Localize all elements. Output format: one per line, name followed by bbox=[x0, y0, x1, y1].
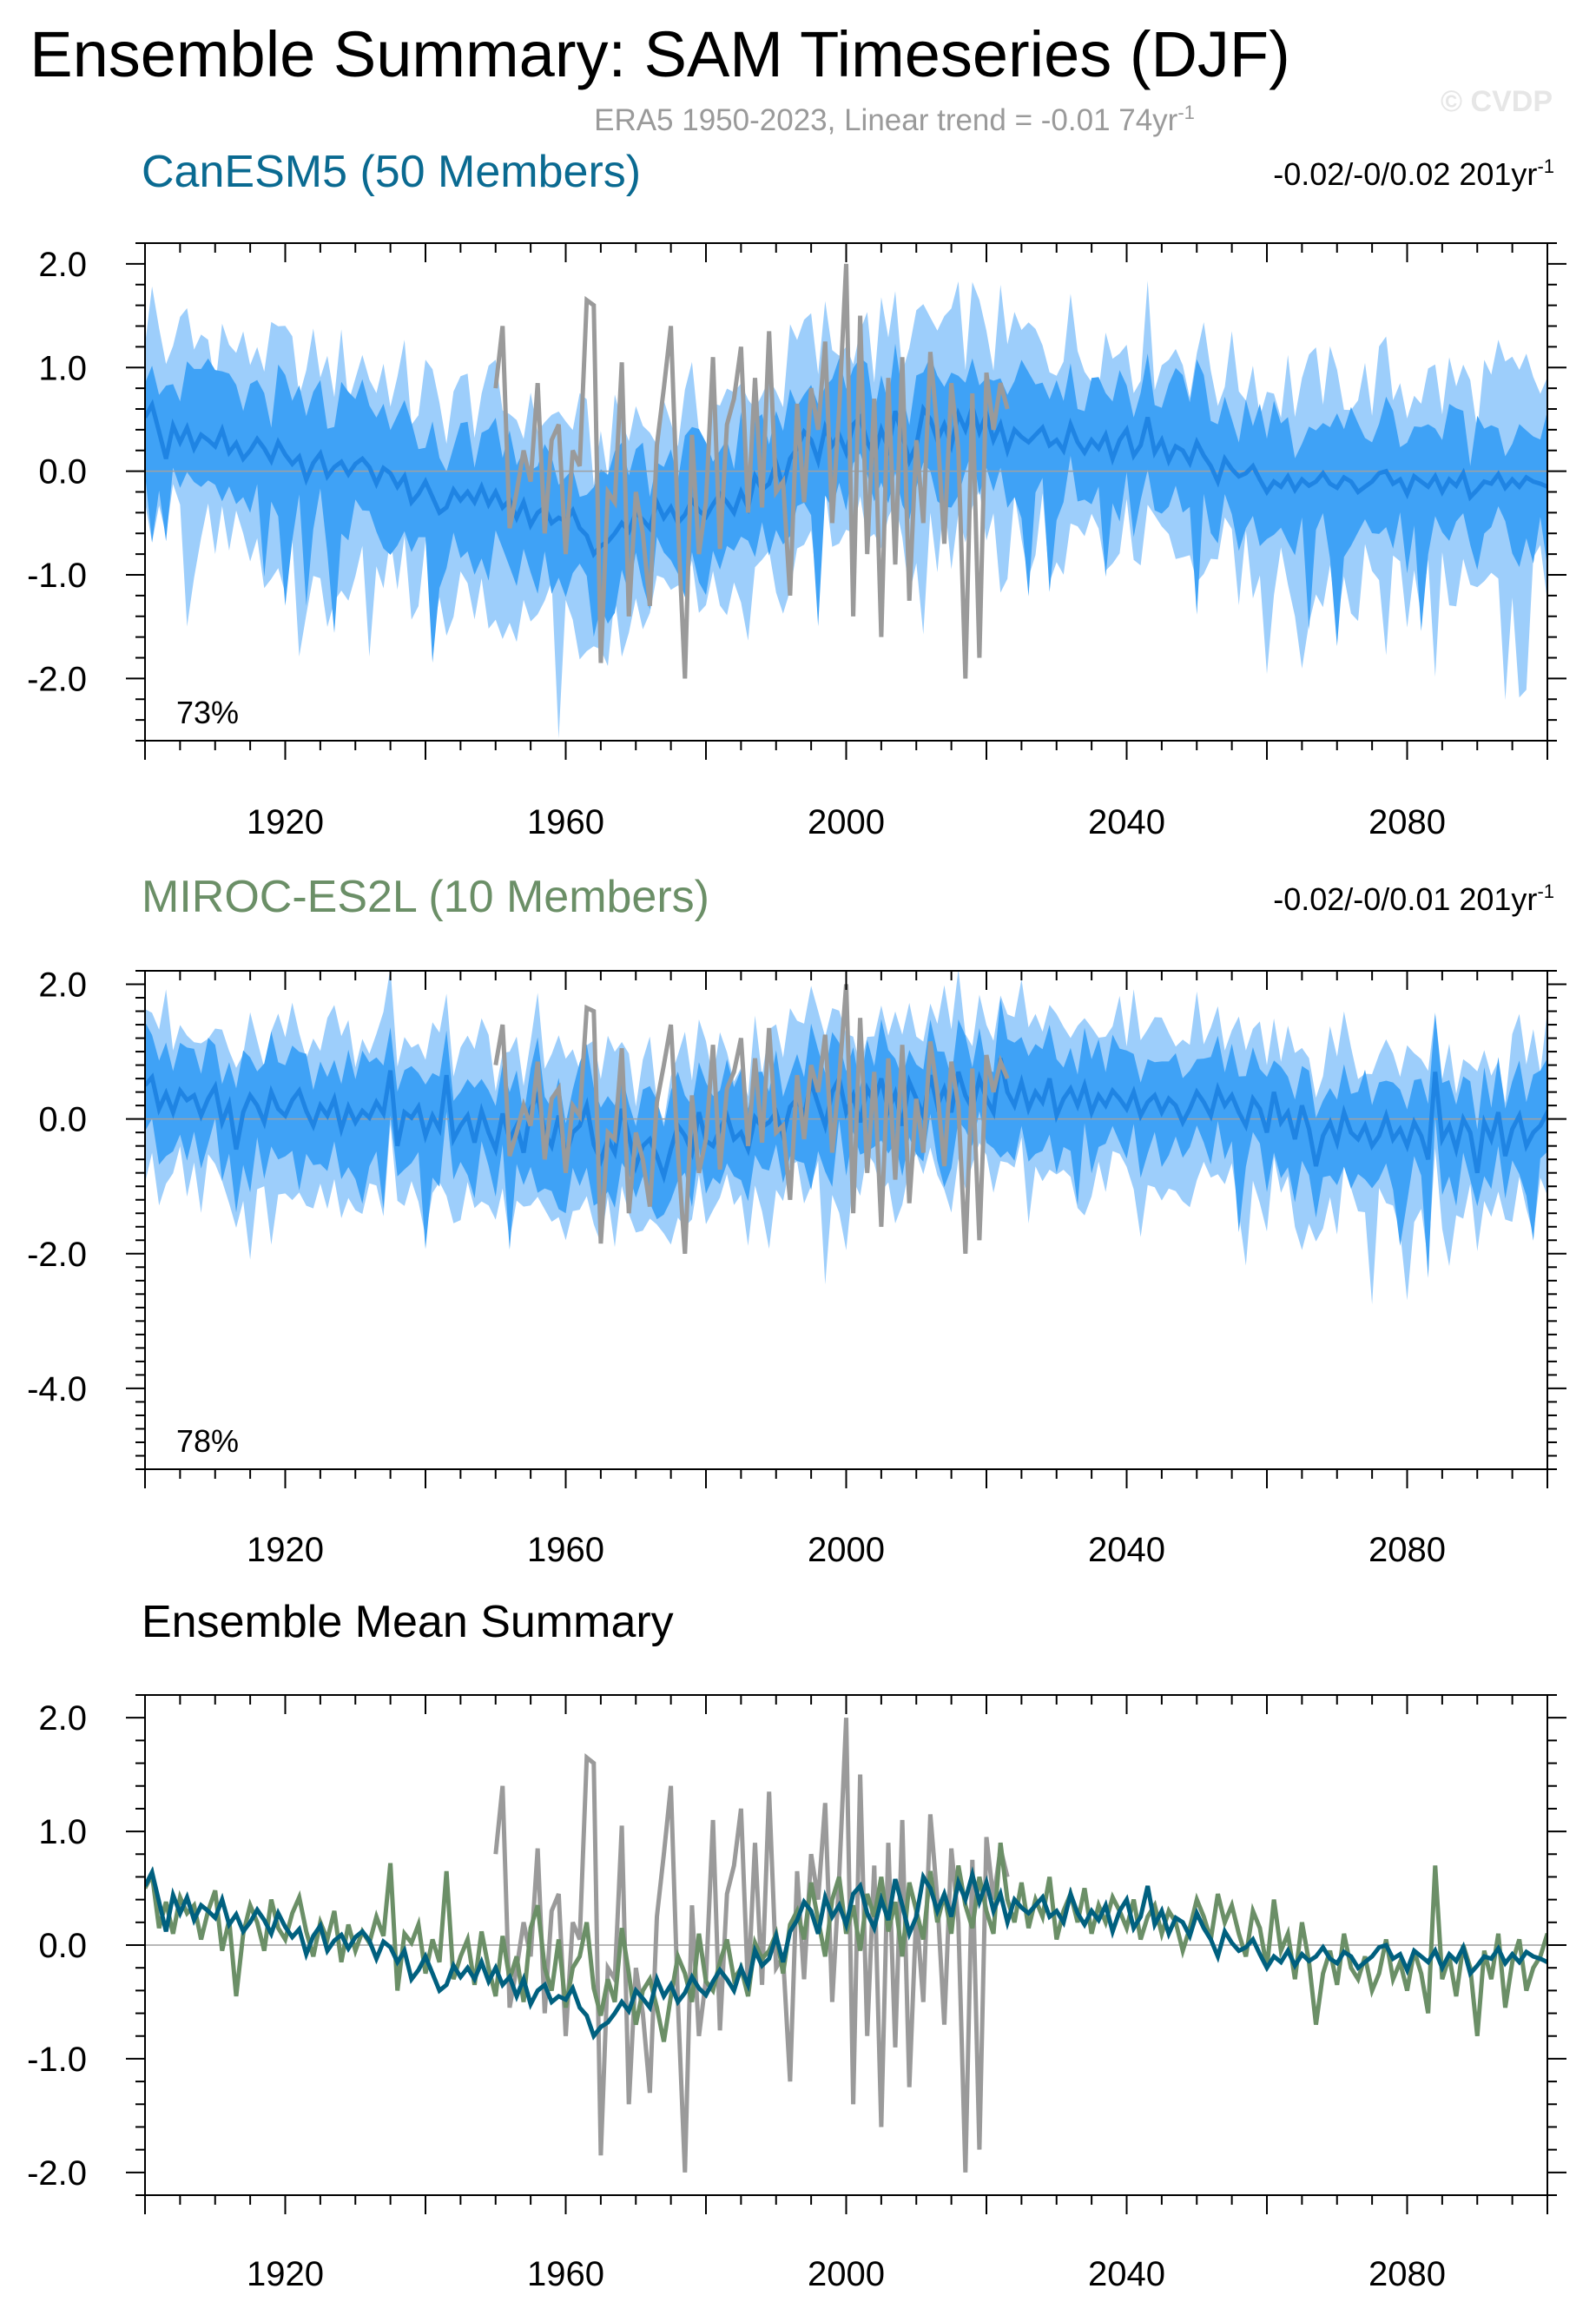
panel-miroc-es2l: MIROC-ES2L (10 Members) -0.02/-0/0.01 201… bbox=[27, 872, 1566, 1569]
inner-range-band bbox=[145, 343, 1547, 663]
era5-subtitle-text: ERA5 1950-2023, Linear trend = -0.01 74y… bbox=[594, 103, 1178, 137]
x-tick-label: 1920 bbox=[247, 1531, 324, 1569]
panel-title: Ensemble Mean Summary bbox=[142, 1597, 674, 1647]
y-tick-label: -2.0 bbox=[27, 660, 87, 698]
x-tick-label: 2040 bbox=[1088, 1531, 1165, 1569]
y-tick-label: 2.0 bbox=[38, 1699, 87, 1738]
x-tick-label: 1920 bbox=[247, 803, 324, 841]
y-tick-label: 0.0 bbox=[38, 453, 87, 491]
x-tick-label: 2080 bbox=[1368, 803, 1446, 841]
watermark: © CVDP bbox=[1441, 85, 1553, 118]
percent-annotation: 78% bbox=[176, 1423, 239, 1459]
y-tick-label: -1.0 bbox=[27, 2041, 87, 2079]
y-tick-label: 2.0 bbox=[38, 246, 87, 284]
trend-label: -0.02/-0/0.01 201yr-1 bbox=[1273, 880, 1554, 917]
era5-line bbox=[493, 984, 1010, 1254]
y-tick-label: -4.0 bbox=[27, 1370, 87, 1408]
x-tick-label: 1960 bbox=[527, 1531, 604, 1569]
y-tick-label: -1.0 bbox=[27, 557, 87, 595]
plot-area bbox=[145, 971, 1547, 1305]
panel-title: CanESM5 (50 Members) bbox=[142, 147, 641, 197]
plot-area bbox=[145, 1718, 1547, 2173]
trend-value: -0.02/-0/0.02 201yr bbox=[1273, 156, 1537, 192]
y-tick-label: 1.0 bbox=[38, 1813, 87, 1851]
x-tick-label: 2040 bbox=[1088, 2255, 1165, 2293]
trend-value: -0.02/-0/0.01 201yr bbox=[1273, 881, 1537, 917]
inner-range-band bbox=[145, 998, 1547, 1278]
x-tick-label: 2000 bbox=[808, 803, 885, 841]
x-tick-label: 2000 bbox=[808, 2255, 885, 2293]
x-tick-label: 2000 bbox=[808, 1531, 885, 1569]
y-tick-label: 0.0 bbox=[38, 1101, 87, 1139]
era5-line bbox=[493, 263, 1010, 679]
y-tick-label: -2.0 bbox=[27, 2154, 87, 2193]
y-tick-label: 2.0 bbox=[38, 966, 87, 1005]
trend-sup: -1 bbox=[1537, 155, 1554, 177]
x-tick-label: 2040 bbox=[1088, 803, 1165, 841]
x-tick-label: 1960 bbox=[527, 2255, 604, 2293]
x-tick-label: 2080 bbox=[1368, 1531, 1446, 1569]
era5-line bbox=[493, 1718, 1010, 2173]
plot-area bbox=[145, 263, 1547, 739]
y-tick-label: 0.0 bbox=[38, 1927, 87, 1965]
canesm5-mean-line bbox=[145, 1866, 1547, 2041]
panel-canesm5: CanESM5 (50 Members) -0.02/-0/0.02 201yr-… bbox=[27, 147, 1566, 841]
y-tick-label: -2.0 bbox=[27, 1236, 87, 1274]
era5-subtitle-sup: -1 bbox=[1177, 102, 1195, 123]
trend-sup: -1 bbox=[1537, 880, 1554, 902]
percent-annotation: 73% bbox=[176, 695, 239, 730]
x-tick-label: 1920 bbox=[247, 2255, 324, 2293]
trend-label: -0.02/-0/0.02 201yr-1 bbox=[1273, 155, 1554, 192]
y-tick-label: 1.0 bbox=[38, 349, 87, 387]
x-tick-label: 1960 bbox=[527, 803, 604, 841]
x-tick-label: 2080 bbox=[1368, 2255, 1446, 2293]
figure-title: Ensemble Summary: SAM Timeseries (DJF) bbox=[30, 18, 1290, 90]
panel-title: MIROC-ES2L (10 Members) bbox=[142, 872, 709, 922]
era5-subtitle: ERA5 1950-2023, Linear trend = -0.01 74y… bbox=[594, 102, 1195, 137]
panel-ensemble-mean-summary: Ensemble Mean Summary 1920 1960 2000 2040 208… bbox=[27, 1597, 1566, 2293]
ensemble-mean-line bbox=[145, 1058, 1547, 1184]
